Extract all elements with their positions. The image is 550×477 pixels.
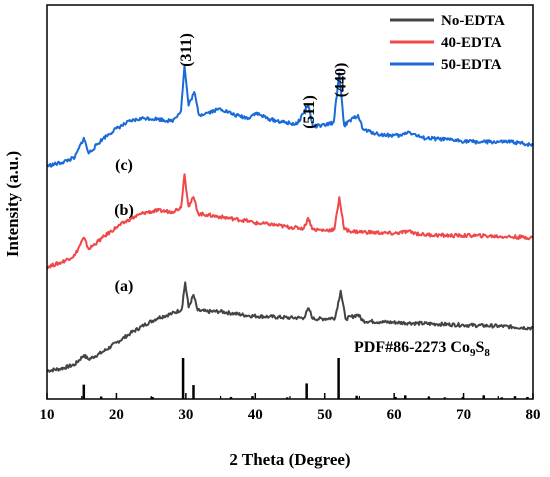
x-tick-label: 80: [526, 407, 541, 423]
x-tick-label: 50: [317, 407, 332, 423]
series-layer: (a) (b) (c): [46, 65, 534, 373]
peak-annotation: (440): [332, 63, 349, 98]
reference-pattern: [82, 358, 529, 399]
x-tick-label: 10: [40, 407, 55, 423]
series-line-50-edta: [46, 65, 534, 168]
series-label-40-edta: (b): [114, 202, 134, 219]
peak-annotation: (511): [301, 95, 318, 129]
x-axis-ticks: 10 20 30 40 50 60 70 80: [40, 393, 541, 423]
legend-label-50-edta: 50-EDTA: [441, 57, 502, 73]
peak-annotations: (311) (511) (440): [178, 33, 349, 129]
legend-label-no-edta: No-EDTA: [441, 13, 505, 29]
legend-label-40-edta: 40-EDTA: [441, 35, 502, 51]
x-tick-label: 60: [387, 407, 402, 423]
reference-mid: S: [475, 339, 484, 356]
series-label-no-edta: (a): [115, 278, 134, 295]
reference-label-text: PDF#86-2273 Co: [354, 339, 470, 356]
series-line-40-edta: [46, 173, 534, 270]
legend: No-EDTA 40-EDTA 50-EDTA: [390, 13, 505, 73]
reference-sub2: 8: [484, 347, 490, 359]
x-axis-title: 2 Theta (Degree): [229, 450, 350, 469]
peak-annotation: (311): [178, 33, 195, 67]
series-line-no-edta: [46, 281, 534, 373]
series-label-50-edta: (c): [115, 157, 133, 174]
x-tick-label: 30: [178, 407, 193, 423]
reference-sub1: 9: [470, 347, 476, 359]
x-tick-label: 70: [456, 407, 471, 423]
reference-label: PDF#86-2273 Co9S8: [354, 339, 490, 359]
x-tick-label: 40: [248, 407, 263, 423]
y-axis-title: Intensity (a.u.): [3, 151, 22, 257]
x-tick-label: 20: [109, 407, 124, 423]
